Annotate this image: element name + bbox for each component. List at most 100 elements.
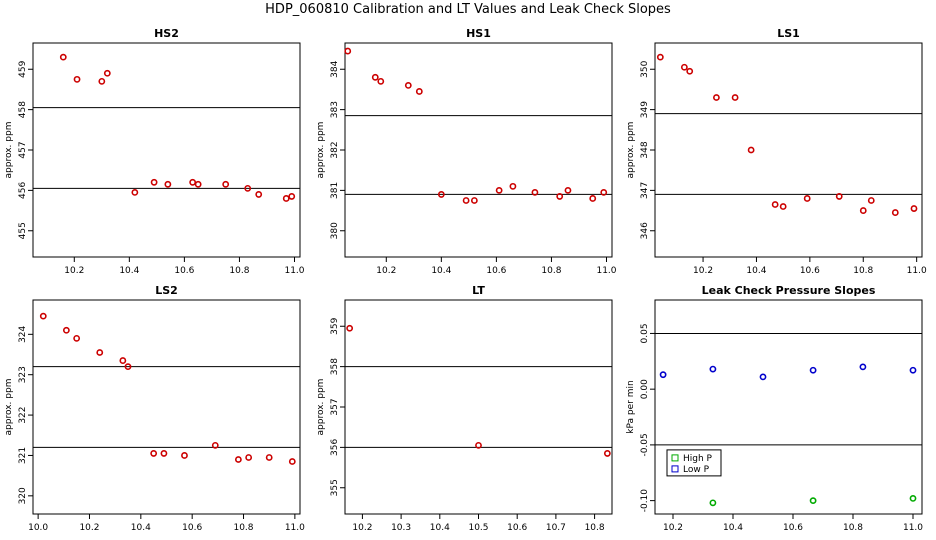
y-tick-label: 358 <box>330 358 340 375</box>
y-tick-label: -0.05 <box>640 433 650 456</box>
y-axis-label: approx. ppm <box>4 379 14 436</box>
x-tick-label: 10.4 <box>430 523 450 533</box>
y-tick-label: 0.00 <box>640 379 650 399</box>
y-tick-label: 359 <box>330 317 340 334</box>
x-tick-label: 10.2 <box>352 523 372 533</box>
x-tick-label: 11.0 <box>284 266 304 276</box>
panel-1: HS2 10.2 10.4 10.6 10.8 11.0 455 456 457 458 459 ap… <box>4 27 305 276</box>
data-point-values <box>73 334 81 342</box>
x-tick-label: 10.8 <box>541 266 561 276</box>
y-axis-label: approx. ppm <box>626 122 636 179</box>
panel-5: LT 10.2 10.3 10.4 10.5 10.6 10.7 10.8 355 356 357 3… <box>316 284 613 533</box>
x-tick-label: 10.4 <box>431 266 451 276</box>
data-point-values <box>160 450 168 457</box>
data-point-values <box>62 326 70 334</box>
x-tick-label: 10.8 <box>585 523 605 533</box>
data-point-values <box>344 47 352 55</box>
data-point-values <box>470 197 478 204</box>
y-tick-label: 380 <box>330 222 340 239</box>
y-tick-label: 383 <box>330 101 340 118</box>
y-tick-label: 357 <box>330 398 340 415</box>
x-tick-label: 10.4 <box>131 523 151 533</box>
data-point-values <box>371 73 379 81</box>
data-point-values <box>404 81 412 89</box>
data-point-values <box>39 312 47 320</box>
data-point-values <box>59 53 67 61</box>
data-point-values <box>234 456 242 463</box>
data-point-values <box>731 94 739 101</box>
y-tick-label: 349 <box>640 101 650 118</box>
data-point-values <box>415 88 423 95</box>
data-point-values <box>244 184 252 192</box>
data-point-values <box>222 180 230 188</box>
panel-title: LS2 <box>155 284 178 297</box>
data-point-values <box>98 77 106 85</box>
x-tick-label: 10.5 <box>468 523 488 533</box>
data-point-low-p <box>909 366 917 374</box>
data-point-values <box>73 75 81 83</box>
panel-title: Leak Check Pressure Slopes <box>702 284 876 297</box>
x-tick-label: 11.0 <box>596 266 616 276</box>
data-point-values <box>288 458 296 465</box>
y-tick-label: 457 <box>18 141 28 158</box>
plot-frame <box>344 299 613 515</box>
plot-frame <box>32 299 301 515</box>
data-point-values <box>245 454 253 461</box>
panel-4: LS2 10.0 10.2 10.4 10.6 10.8 11.0 320 321 322 323 3… <box>4 284 305 533</box>
y-tick-label: 459 <box>18 60 28 77</box>
plot-frame <box>344 42 613 258</box>
x-tick-label: 11.0 <box>903 523 923 533</box>
y-tick-label: 321 <box>18 447 28 464</box>
y-axis-label: approx. ppm <box>316 122 326 179</box>
data-point-values <box>891 209 899 216</box>
y-tick-label: 456 <box>18 182 28 199</box>
data-point-values <box>211 441 219 449</box>
data-point-values <box>437 191 445 198</box>
data-point-values <box>194 180 202 188</box>
x-tick-label: 10.3 <box>391 523 411 533</box>
data-point-high-p <box>809 497 817 505</box>
x-tick-label: 10.2 <box>693 266 713 276</box>
y-tick-label: 324 <box>18 325 28 342</box>
y-tick-label: -0.10 <box>640 489 650 513</box>
data-point-values <box>255 191 263 198</box>
data-point-values <box>656 53 664 61</box>
data-point-values <box>377 77 385 85</box>
y-axis-label: approx. ppm <box>4 122 14 179</box>
data-point-values <box>556 193 564 200</box>
data-point-values <box>771 201 779 208</box>
y-tick-label: 347 <box>640 182 650 199</box>
data-point-values <box>282 195 290 202</box>
y-tick-label: 458 <box>18 101 28 118</box>
data-point-values <box>803 195 811 202</box>
y-tick-label: 320 <box>18 487 28 504</box>
x-tick-label: 10.2 <box>79 523 99 533</box>
panel-title: HS1 <box>466 27 491 40</box>
y-tick-label: 0.05 <box>640 323 650 343</box>
legend-label: Low P <box>683 465 710 475</box>
panel-6: Leak Check Pressure Slopes 10.2 10.4 10.6 10… <box>626 284 923 533</box>
data-point-values <box>564 186 572 194</box>
data-point-low-p <box>859 363 867 371</box>
y-tick-label: 384 <box>330 60 340 77</box>
data-point-values <box>475 441 482 449</box>
data-point-high-p <box>909 494 917 502</box>
x-tick-label: 10.0 <box>28 523 48 533</box>
x-tick-label: 10.7 <box>546 523 566 533</box>
data-point-values <box>531 188 539 196</box>
panel-title: HS2 <box>154 27 179 40</box>
data-point-values <box>131 188 139 196</box>
panel-title: LS1 <box>777 27 800 40</box>
panel-3: LS1 10.2 10.4 10.6 10.8 11.0 346 347 348 349 350 ap… <box>626 27 927 276</box>
data-point-values <box>713 94 720 101</box>
legend-label: High P <box>683 454 713 464</box>
data-point-values <box>103 69 111 77</box>
x-tick-label: 10.2 <box>663 523 683 533</box>
data-point-values <box>150 178 158 186</box>
data-point-values <box>181 452 188 459</box>
data-point-values <box>509 182 517 190</box>
data-point-values <box>346 324 354 332</box>
data-point-values <box>150 450 158 457</box>
data-point-values <box>686 67 694 75</box>
data-point-values <box>603 450 611 457</box>
